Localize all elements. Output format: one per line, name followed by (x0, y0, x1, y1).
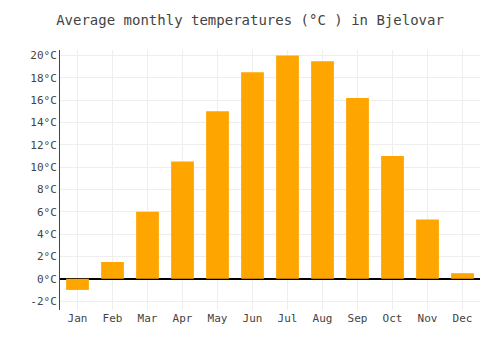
svg-text:Mar: Mar (138, 312, 158, 325)
svg-text:Nov: Nov (418, 312, 438, 325)
svg-text:Feb: Feb (103, 312, 123, 325)
svg-text:6°C: 6°C (37, 206, 57, 219)
svg-text:Apr: Apr (173, 312, 193, 325)
svg-text:16°C: 16°C (30, 94, 57, 107)
svg-text:May: May (208, 312, 228, 325)
svg-text:Oct: Oct (383, 312, 403, 325)
svg-text:-2°C: -2°C (30, 295, 57, 308)
svg-text:4°C: 4°C (37, 228, 57, 241)
svg-text:Sep: Sep (348, 312, 368, 325)
svg-text:2°C: 2°C (37, 250, 57, 263)
svg-text:Aug: Aug (313, 312, 333, 325)
svg-text:18°C: 18°C (30, 72, 57, 85)
svg-text:Dec: Dec (453, 312, 473, 325)
svg-text:Average monthly temperatures (: Average monthly temperatures (°C ) in Bj… (56, 12, 444, 28)
svg-text:Jul: Jul (278, 312, 298, 325)
svg-text:14°C: 14°C (30, 116, 57, 129)
svg-text:20°C: 20°C (30, 49, 57, 62)
svg-text:10°C: 10°C (30, 161, 57, 174)
svg-text:12°C: 12°C (30, 139, 57, 152)
svg-text:Jan: Jan (68, 312, 88, 325)
svg-text:8°C: 8°C (37, 183, 57, 196)
svg-text:0°C: 0°C (37, 273, 57, 286)
svg-text:Jun: Jun (243, 312, 263, 325)
